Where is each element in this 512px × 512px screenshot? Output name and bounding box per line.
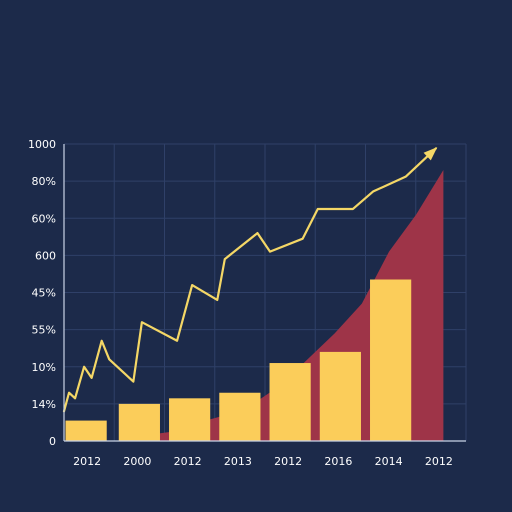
y-tick-label: 600	[35, 249, 56, 262]
x-tick-label: 2000	[123, 455, 151, 468]
y-tick-labels: 1000 80% 60% 600 45% 55% 10% 14% 0	[28, 138, 56, 448]
y-tick-label: 1000	[28, 138, 56, 151]
axes	[63, 144, 466, 442]
x-tick-label: 2012	[73, 455, 101, 468]
bar	[65, 420, 107, 441]
trend-line	[62, 147, 437, 413]
bar	[319, 351, 361, 441]
area-layer	[144, 169, 444, 442]
bar	[370, 279, 412, 441]
line-layer	[62, 147, 438, 413]
x-tick-label: 2012	[274, 455, 302, 468]
y-tick-label: 55%	[32, 324, 56, 337]
x-tick-labels: 2012 2000 2012 2013 2012 2016 2014 2012	[73, 455, 453, 468]
bars	[65, 279, 412, 441]
y-tick-label: 0	[49, 435, 56, 448]
y-tick-label: 60%	[32, 212, 56, 225]
x-tick-label: 2016	[324, 455, 352, 468]
bar	[169, 398, 211, 441]
arrow-head	[423, 147, 438, 161]
area-series	[144, 169, 444, 442]
y-tick-label: 14%	[32, 398, 56, 411]
bar	[118, 403, 160, 441]
bar	[269, 363, 311, 441]
y-tick-label: 80%	[32, 175, 56, 188]
x-tick-label: 2013	[224, 455, 252, 468]
y-tick-label: 45%	[32, 287, 56, 300]
x-tick-label: 2012	[425, 455, 453, 468]
x-tick-label: 2014	[375, 455, 403, 468]
bar	[219, 392, 261, 441]
y-tick-label: 10%	[32, 361, 56, 374]
x-tick-label: 2012	[174, 455, 202, 468]
